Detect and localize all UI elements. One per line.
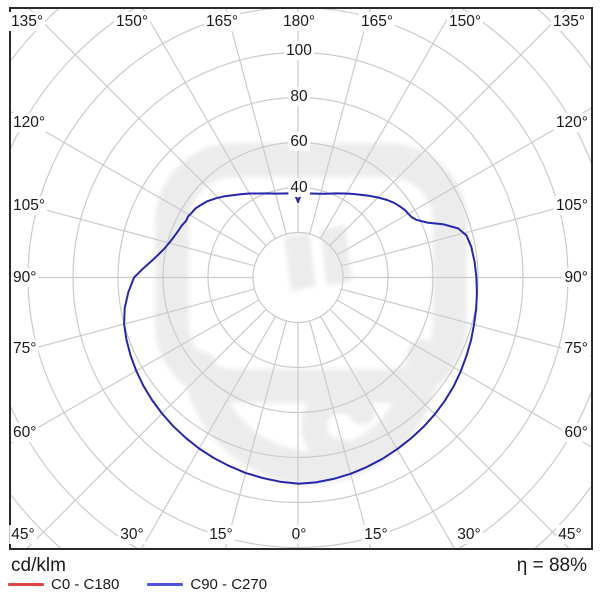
angle-label-bottom: 15° <box>364 526 387 543</box>
label-background <box>455 525 483 544</box>
curve-c90-c270 <box>123 192 478 485</box>
grid-radial-45 <box>329 308 570 548</box>
label-background <box>289 525 309 544</box>
radial-tick-label: 40 <box>290 179 308 196</box>
angle-label-top: 165° <box>361 13 393 30</box>
legend: C0 - C180 C90 - C270 <box>8 576 295 593</box>
label-background <box>288 132 310 151</box>
label-background <box>550 12 588 31</box>
label-background <box>562 423 590 442</box>
watermark-rounded-square <box>155 143 467 403</box>
angle-label-left: 90° <box>13 269 36 286</box>
radial-tick-label: 60 <box>290 133 308 150</box>
label-background <box>284 41 315 60</box>
grid-radial-345 <box>224 320 287 548</box>
label-background <box>11 423 39 442</box>
grid-radial-330 <box>141 316 277 548</box>
grid-radial-240 <box>11 111 260 256</box>
grid-radial-165 <box>309 9 371 235</box>
label-background <box>118 525 146 544</box>
angle-label-right: 90° <box>565 269 588 286</box>
label-background <box>280 12 318 31</box>
label-background <box>288 178 310 197</box>
angle-label-right: 105° <box>556 197 588 214</box>
watermark-tail-arc <box>183 339 441 486</box>
grid-radial-225 <box>28 9 267 247</box>
label-background <box>203 12 241 31</box>
grid-radial-105 <box>341 198 591 267</box>
angle-label-left: 75° <box>13 340 36 357</box>
chart-frame <box>9 7 593 550</box>
grid-radial-210 <box>142 9 277 239</box>
angle-label-top: 135° <box>11 13 43 30</box>
angle-label-left: 120° <box>13 114 45 131</box>
angle-label-top: 150° <box>449 13 481 30</box>
label-background <box>362 525 390 544</box>
label-background <box>562 339 590 358</box>
grid-radial-255 <box>11 199 255 267</box>
grid-radial-135 <box>329 9 568 247</box>
grid-radial-150 <box>319 9 454 239</box>
angle-label-top: 135° <box>553 13 585 30</box>
legend-swatch-c0-c180 <box>8 583 44 586</box>
grid-radial-195 <box>225 9 287 235</box>
grid-radial-60 <box>336 299 591 448</box>
polar-chart: 135° 150° 165° 180° 165° 150° 135° 45° 30° 15° 0° 1… <box>8 7 593 550</box>
angle-label-right: 60° <box>565 424 588 441</box>
angle-label-bottom: 45° <box>558 526 581 543</box>
angle-label-right: 75° <box>565 340 588 357</box>
label-background <box>9 525 37 544</box>
label-background <box>207 525 235 544</box>
radial-tick-label: 100 <box>286 42 312 59</box>
grid-radial-315 <box>26 308 267 548</box>
angle-label-bottom: 15° <box>209 526 232 543</box>
angle-label-top: 180° <box>283 13 315 30</box>
angle-label-bottom: 30° <box>457 526 480 543</box>
label-background <box>553 196 590 215</box>
angle-label-left: 105° <box>13 197 45 214</box>
label-background <box>288 87 310 106</box>
label-background <box>113 12 151 31</box>
angle-label-top: 150° <box>116 13 148 30</box>
grid-radial-30 <box>319 316 455 548</box>
legend-swatch-c90-c270 <box>147 583 184 586</box>
grid-radial-75 <box>341 288 591 357</box>
legend-label-c0-c180: C0 - C180 <box>51 576 120 593</box>
label-background <box>562 268 590 287</box>
label-background <box>553 113 590 132</box>
watermark-bar-left <box>284 232 316 291</box>
label-background <box>446 12 484 31</box>
watermark-bar-right <box>320 225 352 286</box>
grid-radial-15 <box>309 320 372 548</box>
angle-label-top: 165° <box>206 13 238 30</box>
label-background <box>11 268 39 287</box>
efficiency-value: η = 88% <box>516 555 587 576</box>
label-background <box>11 196 48 215</box>
label-background <box>358 12 396 31</box>
grid-radial-120 <box>336 107 591 256</box>
chart-labels: 135° 150° 165° 180° 165° 150° 135° 45° 30° 15° 0° 1… <box>8 12 590 544</box>
angle-label-bottom: 30° <box>120 526 143 543</box>
angle-label-right: 120° <box>556 114 588 131</box>
angle-label-left: 60° <box>13 424 36 441</box>
grid-radial-285 <box>11 288 255 356</box>
label-background <box>11 339 39 358</box>
label-background <box>8 12 46 31</box>
angle-label-bottom: 0° <box>292 526 307 543</box>
legend-label-c90-c270: C90 - C270 <box>190 576 268 593</box>
radial-tick-label: 80 <box>290 88 308 105</box>
label-background <box>11 113 48 132</box>
grid-radial-300 <box>11 299 260 444</box>
unit-label: cd/klm <box>11 555 66 576</box>
angle-label-bottom: 45° <box>11 526 34 543</box>
label-background <box>556 525 584 544</box>
